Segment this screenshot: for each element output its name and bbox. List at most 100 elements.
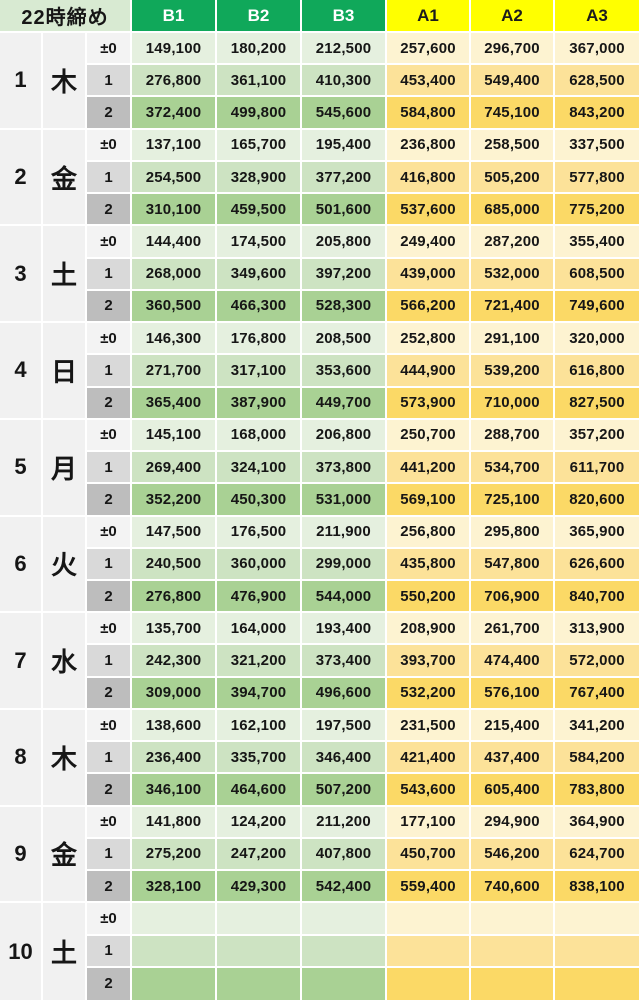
offset-label[interactable]: ±0 [87,613,132,646]
offset-label[interactable]: 2 [87,580,132,614]
price-cell[interactable]: 138,600 [132,709,217,743]
price-cell[interactable]: 360,500 [132,290,217,324]
price-cell[interactable]: 365,400 [132,387,217,420]
price-cell[interactable]: 313,900 [555,613,639,646]
price-cell[interactable]: 168,000 [217,419,302,453]
price-cell[interactable]: 145,100 [132,419,217,453]
price-cell[interactable]: 352,200 [132,484,217,517]
price-cell[interactable]: 393,700 [387,645,471,678]
price-cell[interactable]: 146,300 [132,323,217,356]
price-cell[interactable]: 576,100 [471,677,555,710]
price-cell[interactable]: 317,100 [217,355,302,388]
price-cell[interactable]: 437,400 [471,742,555,775]
price-cell[interactable]: 546,200 [471,838,555,872]
price-cell[interactable] [555,903,639,936]
price-cell[interactable]: 165,700 [217,129,302,162]
day-label[interactable]: 金 [43,129,87,227]
price-cell[interactable]: 211,200 [302,806,387,839]
price-cell[interactable]: 499,800 [217,97,302,130]
offset-label[interactable]: 2 [87,774,132,807]
row-number[interactable]: 8 [0,709,43,807]
price-cell[interactable]: 240,500 [132,548,217,581]
price-cell[interactable]: 137,100 [132,129,217,162]
price-cell[interactable]: 608,500 [555,258,639,291]
price-cell[interactable]: 353,600 [302,355,387,388]
price-cell[interactable]: 335,700 [217,742,302,775]
price-cell[interactable]: 453,400 [387,65,471,98]
row-number[interactable]: 7 [0,613,43,710]
price-cell[interactable]: 337,500 [555,129,639,162]
offset-label[interactable]: 2 [87,387,132,420]
price-cell[interactable]: 321,200 [217,645,302,678]
price-cell[interactable]: 212,500 [302,33,387,66]
price-cell[interactable]: 450,300 [217,484,302,517]
price-cell[interactable] [555,967,639,1000]
price-cell[interactable]: 258,500 [471,129,555,162]
price-cell[interactable]: 559,400 [387,871,471,904]
price-cell[interactable]: 341,200 [555,709,639,743]
offset-label[interactable]: ±0 [87,709,132,743]
price-cell[interactable]: 249,400 [387,226,471,259]
price-cell[interactable]: 328,100 [132,871,217,904]
offset-label[interactable]: 1 [87,645,132,678]
price-cell[interactable]: 685,000 [471,194,555,227]
price-cell[interactable]: 257,600 [387,33,471,66]
offset-label[interactable]: 2 [87,290,132,324]
day-label[interactable]: 木 [43,33,87,130]
offset-label[interactable]: 1 [87,161,132,195]
price-cell[interactable]: 827,500 [555,387,639,420]
price-cell[interactable]: 176,500 [217,516,302,549]
price-cell[interactable]: 208,500 [302,323,387,356]
price-cell[interactable]: 394,700 [217,677,302,710]
price-cell[interactable]: 435,800 [387,548,471,581]
price-cell[interactable]: 439,000 [387,258,471,291]
row-number[interactable]: 4 [0,323,43,420]
price-cell[interactable]: 507,200 [302,774,387,807]
price-cell[interactable]: 271,700 [132,355,217,388]
price-cell[interactable]: 254,500 [132,161,217,195]
offset-label[interactable]: 2 [87,871,132,904]
price-cell[interactable]: 346,400 [302,742,387,775]
day-label[interactable]: 月 [43,419,87,517]
price-cell[interactable] [471,903,555,936]
offset-label[interactable]: 1 [87,838,132,872]
offset-label[interactable]: 2 [87,484,132,517]
offset-label[interactable]: ±0 [87,419,132,453]
price-cell[interactable] [471,967,555,1000]
offset-label[interactable]: ±0 [87,323,132,356]
price-cell[interactable]: 355,400 [555,226,639,259]
price-cell[interactable]: 531,000 [302,484,387,517]
price-cell[interactable]: 429,300 [217,871,302,904]
price-cell[interactable] [132,967,217,1000]
price-cell[interactable]: 287,200 [471,226,555,259]
price-cell[interactable]: 367,000 [555,33,639,66]
price-cell[interactable]: 164,000 [217,613,302,646]
price-cell[interactable]: 349,600 [217,258,302,291]
price-cell[interactable]: 310,100 [132,194,217,227]
price-cell[interactable]: 740,600 [471,871,555,904]
price-cell[interactable]: 628,500 [555,65,639,98]
price-cell[interactable]: 444,900 [387,355,471,388]
price-cell[interactable] [302,903,387,936]
price-cell[interactable]: 149,100 [132,33,217,66]
row-number[interactable]: 5 [0,419,43,517]
price-cell[interactable]: 584,800 [387,97,471,130]
day-label[interactable]: 土 [43,903,87,1000]
price-cell[interactable]: 537,600 [387,194,471,227]
price-cell[interactable]: 357,200 [555,419,639,453]
price-cell[interactable]: 197,500 [302,709,387,743]
price-cell[interactable]: 361,100 [217,65,302,98]
price-cell[interactable] [387,967,471,1000]
offset-label[interactable]: 1 [87,65,132,98]
price-cell[interactable] [217,935,302,968]
day-label[interactable]: 水 [43,613,87,710]
row-number[interactable]: 10 [0,903,43,1000]
day-label[interactable]: 金 [43,806,87,904]
price-cell[interactable]: 309,000 [132,677,217,710]
price-cell[interactable]: 275,200 [132,838,217,872]
price-cell[interactable]: 211,900 [302,516,387,549]
price-cell[interactable]: 474,400 [471,645,555,678]
price-cell[interactable]: 176,800 [217,323,302,356]
price-cell[interactable]: 584,200 [555,742,639,775]
row-number[interactable]: 1 [0,33,43,130]
